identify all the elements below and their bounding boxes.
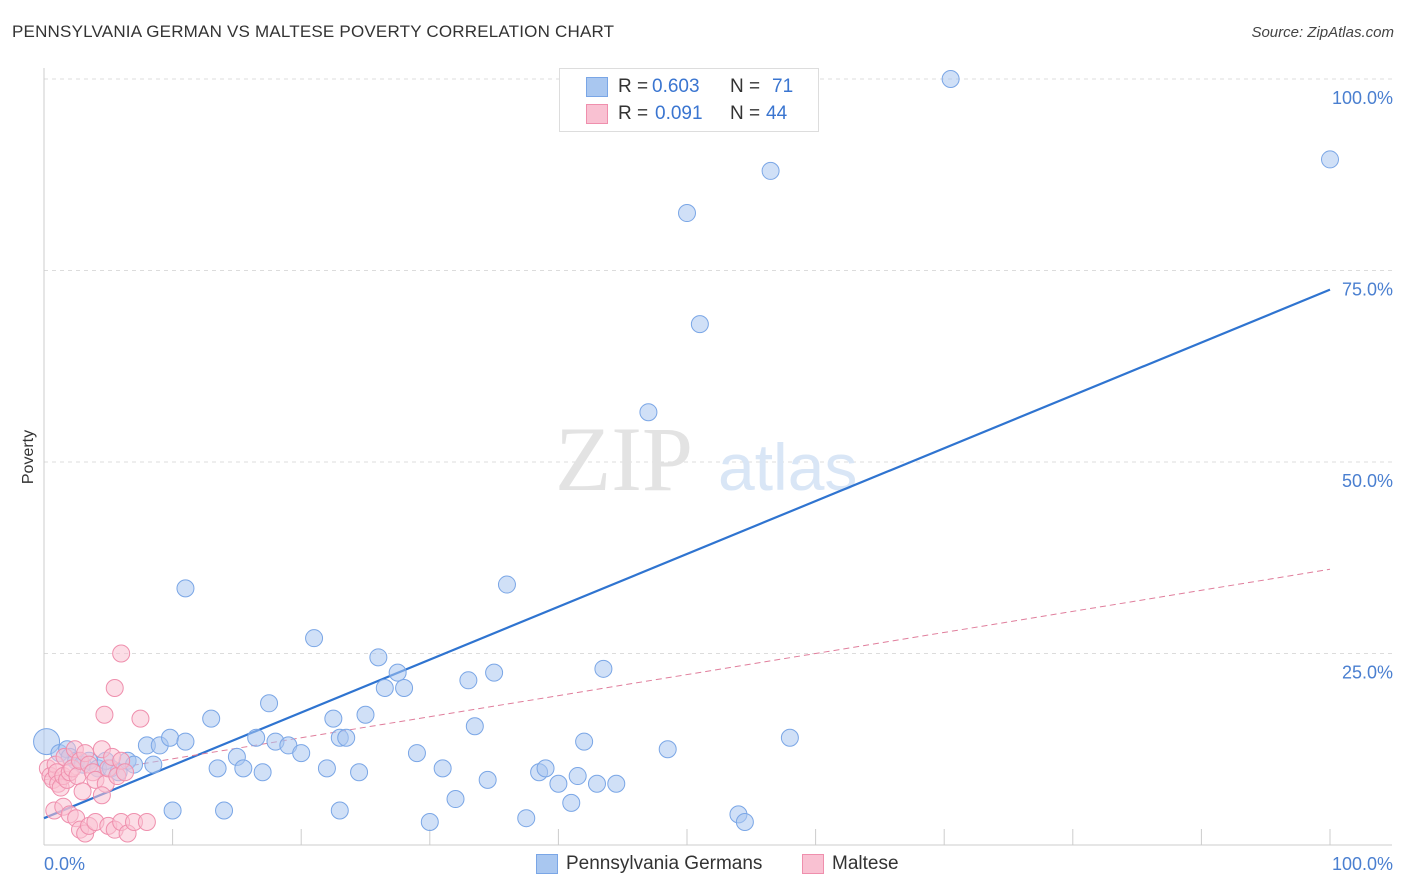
scatter-points xyxy=(33,70,1339,843)
data-point xyxy=(369,648,388,667)
data-point xyxy=(73,782,92,801)
y-tick-label: 25.0% xyxy=(1342,663,1393,683)
data-point xyxy=(247,728,266,747)
legend-r-value: 0.603 xyxy=(652,76,700,97)
trend-line xyxy=(43,288,1331,820)
data-point xyxy=(105,678,124,697)
data-point xyxy=(253,763,272,782)
legend-n-label: N = xyxy=(730,76,761,97)
data-point xyxy=(215,801,234,820)
legend-r-value: 0.091 xyxy=(655,103,703,124)
data-point xyxy=(388,663,407,682)
data-point xyxy=(337,728,356,747)
data-point xyxy=(112,644,131,663)
legend-n-value: 44 xyxy=(766,103,788,124)
legend-n-label: N = xyxy=(730,103,761,124)
data-point xyxy=(92,786,111,805)
data-point xyxy=(568,767,587,786)
data-point xyxy=(497,575,516,594)
data-point xyxy=(587,774,606,793)
data-point xyxy=(260,694,279,713)
bottom-legend-swatch-maltese xyxy=(802,854,824,874)
data-point xyxy=(395,678,414,697)
legend-r-label: R = xyxy=(618,103,649,124)
data-point xyxy=(433,759,452,778)
data-point xyxy=(446,790,465,809)
y-tick-label: 75.0% xyxy=(1342,280,1393,300)
data-point xyxy=(163,801,182,820)
data-point xyxy=(658,740,677,759)
data-point xyxy=(176,732,195,751)
data-point xyxy=(639,403,658,422)
data-point xyxy=(176,579,195,598)
data-point xyxy=(137,813,156,832)
data-point xyxy=(95,705,114,724)
watermark-zip: ZIP xyxy=(555,408,693,510)
grid-lines xyxy=(44,78,1392,654)
data-point xyxy=(678,204,696,223)
trend-lines xyxy=(43,288,1331,820)
bottom-legend-swatch-pennsylvania xyxy=(536,854,558,874)
data-point xyxy=(607,774,626,793)
legend-swatch-maltese xyxy=(586,104,608,124)
data-point xyxy=(375,678,394,697)
data-point xyxy=(292,744,311,763)
x-tick-label: 100.0% xyxy=(1332,854,1393,874)
data-point xyxy=(465,717,484,736)
data-point xyxy=(478,770,497,789)
data-point xyxy=(420,813,439,832)
data-point xyxy=(562,793,581,812)
data-point xyxy=(161,728,180,747)
data-point xyxy=(780,728,799,747)
data-point xyxy=(356,705,375,724)
data-point xyxy=(690,315,709,334)
data-point xyxy=(594,659,613,678)
x-tick-label: 0.0% xyxy=(44,854,85,874)
data-point xyxy=(330,801,349,820)
legend-r-label: R = xyxy=(618,76,649,97)
data-point xyxy=(1321,150,1339,169)
data-point xyxy=(350,763,369,782)
data-point xyxy=(575,732,594,751)
data-point xyxy=(517,809,536,828)
watermark-atlas: atlas xyxy=(718,430,857,504)
bottom-legend-label-pennsylvania: Pennsylvania Germans xyxy=(566,853,763,874)
data-point xyxy=(735,813,754,832)
data-point xyxy=(485,663,504,682)
data-point xyxy=(131,709,150,728)
data-point xyxy=(324,709,343,728)
y-tick-label: 50.0% xyxy=(1342,471,1393,491)
data-point xyxy=(407,744,426,763)
data-point xyxy=(549,774,568,793)
watermark: ZIP atlas xyxy=(555,408,857,510)
tick-labels: 100.0% 75.0% 50.0% 25.0% 0.0% 100.0% xyxy=(44,88,1393,874)
data-point xyxy=(305,629,324,648)
legend-n-value: 71 xyxy=(772,76,794,97)
legend-swatch-pennsylvania xyxy=(586,77,608,97)
data-point xyxy=(116,763,135,782)
axes xyxy=(43,68,1392,846)
bottom-legend-label-maltese: Maltese xyxy=(832,853,899,874)
data-point xyxy=(761,161,780,180)
source-label: Source: ZipAtlas.com xyxy=(1251,24,1394,41)
data-point xyxy=(941,70,960,88)
data-point xyxy=(144,755,163,774)
legend: R = 0.603 N = 71 R = 0.091 N = 44 xyxy=(559,68,819,132)
trend-line xyxy=(43,568,1331,781)
data-point xyxy=(459,671,478,690)
data-point xyxy=(234,759,253,778)
chart-title: PENNSYLVANIA GERMAN VS MALTESE POVERTY C… xyxy=(12,22,615,41)
data-point xyxy=(536,759,555,778)
data-point xyxy=(208,759,227,778)
y-axis-label: Poverty xyxy=(20,430,37,484)
data-point xyxy=(317,759,336,778)
y-tick-label: 100.0% xyxy=(1332,88,1393,108)
data-point xyxy=(202,709,221,728)
